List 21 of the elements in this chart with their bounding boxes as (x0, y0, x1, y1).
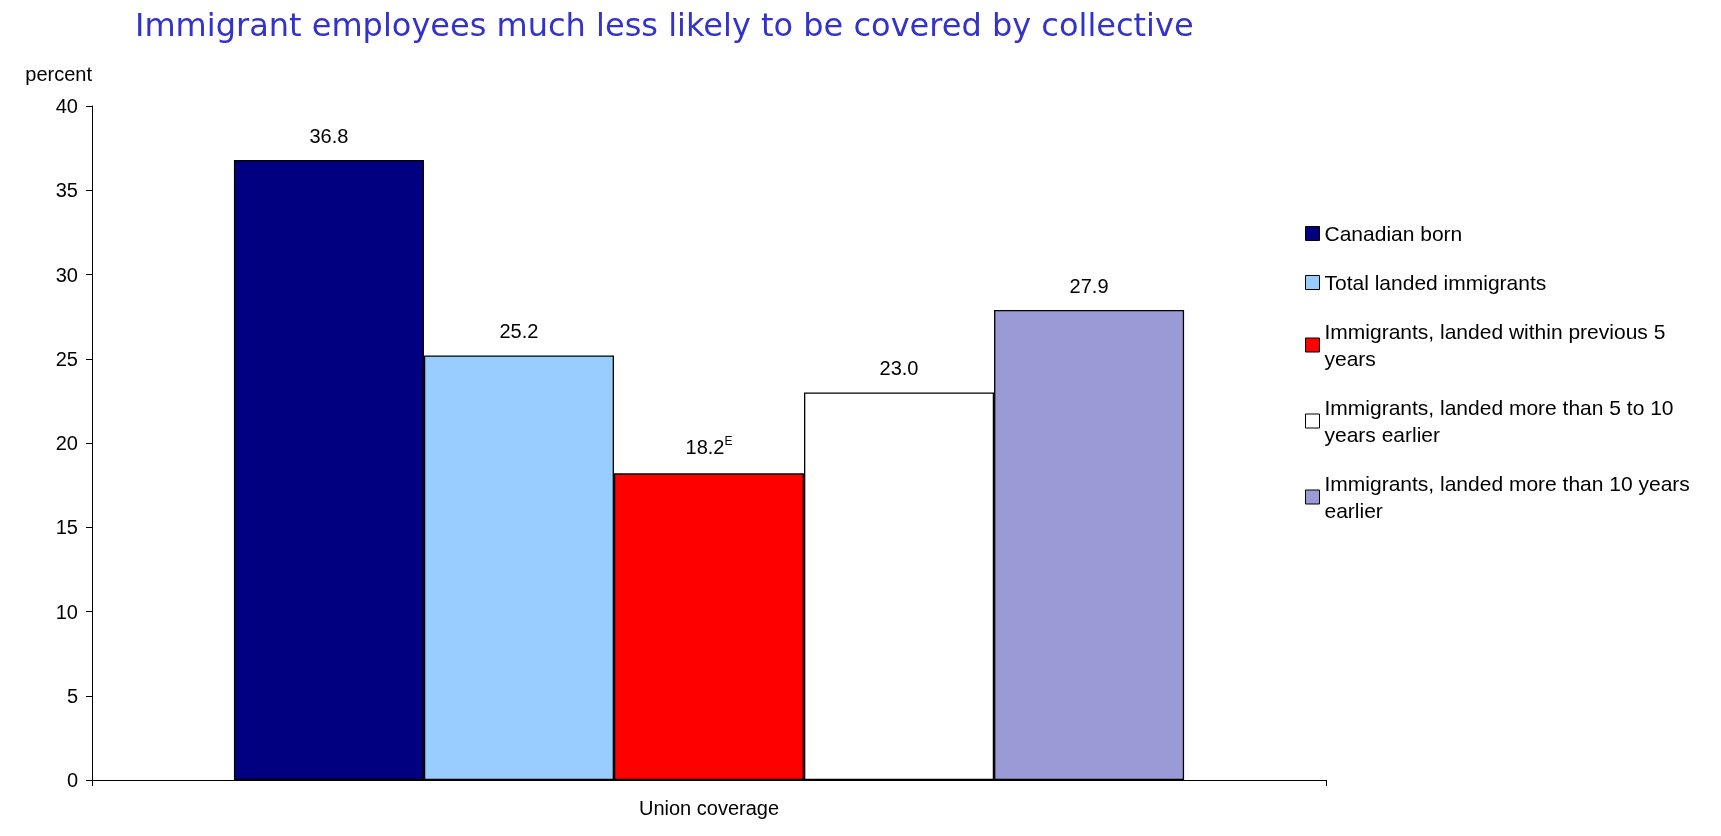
y-tick-label: 20 (55, 432, 78, 454)
y-tick-label: 10 (55, 600, 78, 623)
x-tick-label: Union coverage (638, 797, 780, 819)
y-tick-label: 0 (66, 769, 78, 791)
y-axis-title: percent (25, 63, 93, 85)
legend-label: Immigrants, landed more than 5 to 10 years earlier (1324, 396, 1680, 446)
data-label: 25.2 (499, 320, 539, 343)
y-tick-label: 15 (55, 516, 78, 539)
y-tick-label: 40 (55, 95, 78, 117)
y-tick-label: 25 (55, 347, 78, 370)
data-label: 23.0 (879, 357, 919, 380)
y-tick-label: 35 (55, 179, 78, 202)
legend-label: Immigrants, landed within previous 5 years (1324, 320, 1672, 370)
y-tick-label: 5 (66, 684, 78, 707)
data-label: 36.8 (309, 124, 349, 147)
chart-title: Immigrant employees much less likely to be covered by collective (135, 6, 1194, 44)
legend-label: Total landed immigrants (1324, 271, 1547, 294)
legend-label: Canadian born (1324, 222, 1463, 245)
legend-label: Immigrants, landed more than 10 years earlier (1324, 472, 1696, 522)
y-tick-label: 30 (55, 263, 78, 286)
data-label: 27.9 (1069, 274, 1109, 297)
